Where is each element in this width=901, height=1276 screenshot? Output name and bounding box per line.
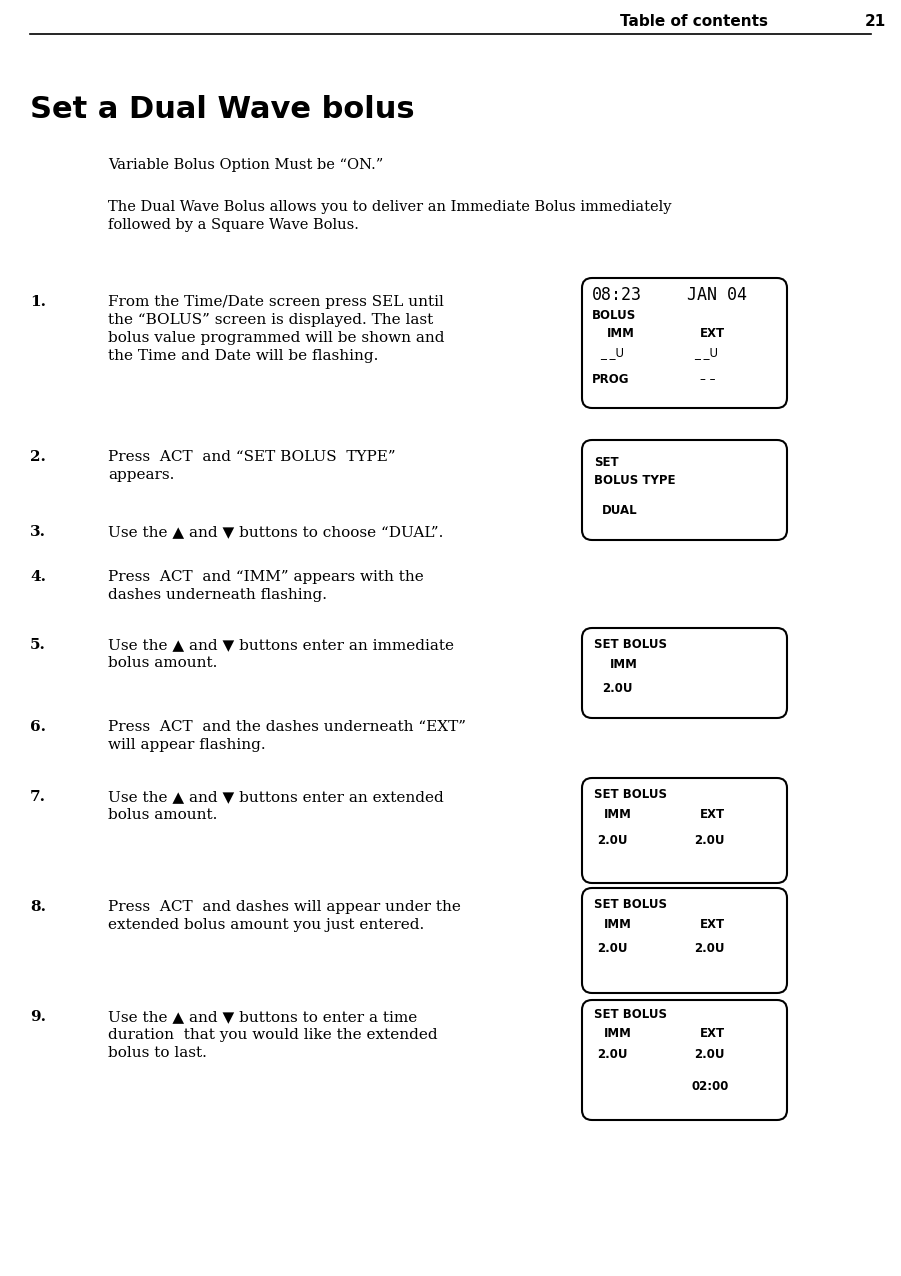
Text: 8.: 8. [30, 900, 46, 914]
Text: Table of contents: Table of contents [620, 14, 768, 29]
Text: Press  ACT  and the dashes underneath “EXT”: Press ACT and the dashes underneath “EXT… [108, 720, 466, 734]
FancyBboxPatch shape [582, 628, 787, 718]
Text: 02:00: 02:00 [692, 1079, 730, 1094]
FancyBboxPatch shape [582, 440, 787, 540]
Text: SET BOLUS: SET BOLUS [594, 789, 667, 801]
Text: BOLUS TYPE: BOLUS TYPE [594, 473, 676, 486]
Text: SET BOLUS: SET BOLUS [594, 1008, 667, 1021]
Text: SET BOLUS: SET BOLUS [594, 898, 667, 911]
Text: Variable Bolus Option Must be “ON.”: Variable Bolus Option Must be “ON.” [108, 158, 383, 172]
Text: the “BOLUS” screen is displayed. The last: the “BOLUS” screen is displayed. The las… [108, 313, 433, 327]
Text: Press  ACT  and dashes will appear under the: Press ACT and dashes will appear under t… [108, 900, 461, 914]
FancyBboxPatch shape [582, 278, 787, 408]
Text: 6.: 6. [30, 720, 46, 734]
Text: 2.0U: 2.0U [694, 943, 724, 956]
Text: JAN 04: JAN 04 [687, 286, 747, 304]
Text: the Time and Date will be flashing.: the Time and Date will be flashing. [108, 350, 378, 362]
Text: BOLUS: BOLUS [592, 309, 636, 323]
Text: 3.: 3. [30, 524, 46, 538]
Text: Press  ACT  and “SET BOLUS  TYPE”: Press ACT and “SET BOLUS TYPE” [108, 450, 396, 464]
Text: 21: 21 [865, 14, 887, 29]
Text: IMM: IMM [604, 919, 632, 931]
Text: DUAL: DUAL [602, 504, 638, 517]
Text: Use the ▲ and ▼ buttons to enter a time: Use the ▲ and ▼ buttons to enter a time [108, 1011, 417, 1025]
Text: EXT: EXT [700, 1027, 725, 1040]
Text: bolus to last.: bolus to last. [108, 1046, 207, 1060]
Text: IMM: IMM [604, 808, 632, 822]
Text: EXT: EXT [700, 808, 725, 822]
Text: 2.0U: 2.0U [597, 835, 627, 847]
Text: IMM: IMM [610, 657, 638, 670]
Text: Set a Dual Wave bolus: Set a Dual Wave bolus [30, 94, 414, 124]
Text: From the Time/Date screen press SEL until: From the Time/Date screen press SEL unti… [108, 295, 444, 309]
Text: bolus amount.: bolus amount. [108, 808, 217, 822]
Text: dashes underneath flashing.: dashes underneath flashing. [108, 588, 327, 602]
Text: IMM: IMM [604, 1027, 632, 1040]
Text: Press  ACT  and “IMM” appears with the: Press ACT and “IMM” appears with the [108, 570, 423, 584]
Text: 2.0U: 2.0U [694, 1048, 724, 1060]
Text: 9.: 9. [30, 1011, 46, 1025]
Text: Use the ▲ and ▼ buttons enter an immediate: Use the ▲ and ▼ buttons enter an immedia… [108, 638, 454, 652]
Text: EXT: EXT [700, 328, 725, 341]
Text: SET: SET [594, 456, 619, 468]
FancyBboxPatch shape [582, 1000, 787, 1120]
FancyBboxPatch shape [582, 888, 787, 993]
Text: 4.: 4. [30, 570, 46, 584]
Text: appears.: appears. [108, 468, 175, 482]
Text: IMM: IMM [607, 328, 635, 341]
Text: SET BOLUS: SET BOLUS [594, 638, 667, 651]
Text: 2.0U: 2.0U [597, 943, 627, 956]
Text: The Dual Wave Bolus allows you to deliver an Immediate Bolus immediately
followe: The Dual Wave Bolus allows you to delive… [108, 200, 671, 232]
Text: _ _U: _ _U [600, 346, 624, 359]
Text: _ _U: _ _U [694, 346, 718, 359]
Text: 1.: 1. [30, 295, 46, 309]
Text: 5.: 5. [30, 638, 46, 652]
Text: extended bolus amount you just entered.: extended bolus amount you just entered. [108, 917, 424, 931]
Text: will appear flashing.: will appear flashing. [108, 738, 266, 752]
Text: bolus amount.: bolus amount. [108, 656, 217, 670]
Text: 08:23: 08:23 [592, 286, 642, 304]
Text: 2.0U: 2.0U [602, 681, 633, 695]
Text: bolus value programmed will be shown and: bolus value programmed will be shown and [108, 330, 444, 345]
Text: 2.0U: 2.0U [694, 835, 724, 847]
Text: EXT: EXT [700, 919, 725, 931]
Text: Use the ▲ and ▼ buttons enter an extended: Use the ▲ and ▼ buttons enter an extende… [108, 790, 444, 804]
Text: 7.: 7. [30, 790, 46, 804]
Text: – –: – – [700, 373, 715, 385]
Text: duration  that you would like the extended: duration that you would like the extende… [108, 1028, 438, 1042]
Text: Use the ▲ and ▼ buttons to choose “DUAL”.: Use the ▲ and ▼ buttons to choose “DUAL”… [108, 524, 443, 538]
FancyBboxPatch shape [582, 778, 787, 883]
Text: PROG: PROG [592, 373, 630, 385]
Text: 2.: 2. [30, 450, 46, 464]
Text: 2.0U: 2.0U [597, 1048, 627, 1060]
